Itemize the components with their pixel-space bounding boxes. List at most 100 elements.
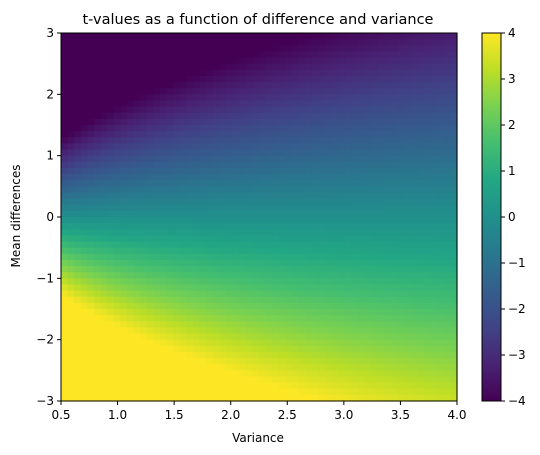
heatmap-cell: [252, 266, 260, 273]
heatmap-cell: [166, 88, 174, 95]
heatmap-cell: [331, 69, 339, 77]
heatmap-cell: [384, 137, 392, 144]
heatmap-cell: [305, 94, 313, 102]
heatmap-cell: [166, 296, 174, 304]
heatmap-cell: [113, 235, 121, 243]
heatmap-cell: [371, 364, 379, 371]
heatmap-cell: [292, 278, 300, 286]
heatmap-cell: [113, 75, 121, 83]
heatmap-cell: [140, 125, 148, 132]
heatmap-cell: [285, 333, 293, 341]
colorbar-tick-label: 0: [508, 210, 516, 224]
heatmap-cell: [160, 155, 168, 163]
heatmap-cell: [153, 284, 161, 292]
heatmap-cell: [344, 82, 352, 89]
heatmap-cell: [239, 339, 247, 347]
heatmap-cell: [133, 51, 141, 59]
heatmap-cell: [80, 161, 88, 169]
heatmap-cell: [133, 112, 141, 120]
heatmap-cell: [404, 131, 412, 138]
heatmap-cell: [87, 63, 95, 71]
heatmap-cell: [127, 253, 135, 261]
heatmap-cell: [424, 382, 432, 390]
heatmap-cell: [127, 394, 135, 402]
heatmap-cell: [391, 272, 399, 279]
heatmap-cell: [239, 63, 247, 71]
heatmap-cell: [311, 143, 319, 151]
heatmap-cell: [351, 210, 359, 218]
heatmap-cell: [384, 143, 392, 151]
heatmap-cell: [140, 167, 148, 175]
heatmap-cell: [278, 345, 286, 353]
heatmap-cell: [259, 143, 267, 151]
heatmap-cell: [100, 82, 108, 89]
heatmap-cell: [377, 351, 385, 359]
heatmap-cell: [358, 75, 366, 83]
heatmap-cell: [160, 370, 168, 378]
heatmap-cell: [430, 161, 438, 169]
heatmap-cell: [364, 125, 372, 132]
heatmap-cell: [245, 161, 253, 169]
heatmap-cell: [80, 388, 88, 396]
heatmap-cell: [173, 309, 181, 316]
heatmap-cell: [120, 235, 128, 243]
heatmap-cell: [272, 351, 280, 359]
heatmap-cell: [120, 296, 128, 304]
heatmap-cell: [430, 39, 438, 46]
heatmap-cell: [325, 69, 333, 77]
heatmap-cell: [226, 321, 234, 328]
heatmap-cell: [127, 290, 135, 298]
heatmap-cell: [450, 112, 458, 120]
heatmap-cell: [232, 315, 240, 322]
heatmap-cell: [74, 112, 82, 120]
heatmap-cell: [285, 192, 293, 200]
heatmap-cell: [364, 198, 372, 206]
heatmap-cell: [384, 358, 392, 365]
heatmap-cell: [450, 149, 458, 157]
heatmap-cell: [146, 82, 154, 89]
heatmap-cell: [391, 100, 399, 108]
heatmap-cell: [94, 69, 102, 77]
heatmap-cell: [351, 106, 359, 114]
heatmap-cell: [292, 370, 300, 378]
heatmap-cell: [391, 247, 399, 255]
heatmap-cell: [252, 394, 260, 402]
heatmap-cell: [166, 229, 174, 236]
heatmap-cell: [166, 180, 174, 187]
heatmap-cell: [193, 315, 201, 322]
heatmap-cell: [107, 394, 115, 402]
heatmap-cell: [285, 57, 293, 65]
heatmap-cell: [107, 278, 115, 286]
heatmap-cell: [430, 57, 438, 65]
heatmap-cell: [305, 339, 313, 347]
heatmap-cell: [199, 167, 207, 175]
heatmap-cell: [67, 302, 75, 310]
heatmap-cell: [338, 82, 346, 89]
heatmap-cell: [437, 39, 445, 46]
heatmap-cell: [450, 241, 458, 249]
heatmap-cell: [272, 364, 280, 371]
heatmap-cell: [278, 223, 286, 230]
heatmap-cell: [146, 296, 154, 304]
heatmap-cell: [265, 315, 273, 322]
heatmap-cell: [219, 137, 227, 144]
heatmap-cell: [259, 315, 267, 322]
heatmap-cell: [450, 382, 458, 390]
heatmap-cell: [94, 272, 102, 279]
heatmap-cell: [364, 278, 372, 286]
heatmap-cell: [87, 75, 95, 83]
heatmap-cell: [443, 210, 451, 218]
heatmap-cell: [94, 266, 102, 273]
heatmap-cell: [292, 217, 300, 224]
heatmap-cell: [179, 290, 187, 298]
heatmap-cell: [391, 351, 399, 359]
heatmap-cell: [351, 223, 359, 230]
heatmap-cell: [226, 161, 234, 169]
heatmap-cell: [245, 131, 253, 138]
heatmap-cell: [206, 100, 214, 108]
heatmap-cell: [193, 394, 201, 402]
heatmap-cell: [206, 364, 214, 371]
heatmap-cell: [404, 161, 412, 169]
heatmap-cell: [358, 186, 366, 194]
heatmap-cell: [140, 204, 148, 212]
